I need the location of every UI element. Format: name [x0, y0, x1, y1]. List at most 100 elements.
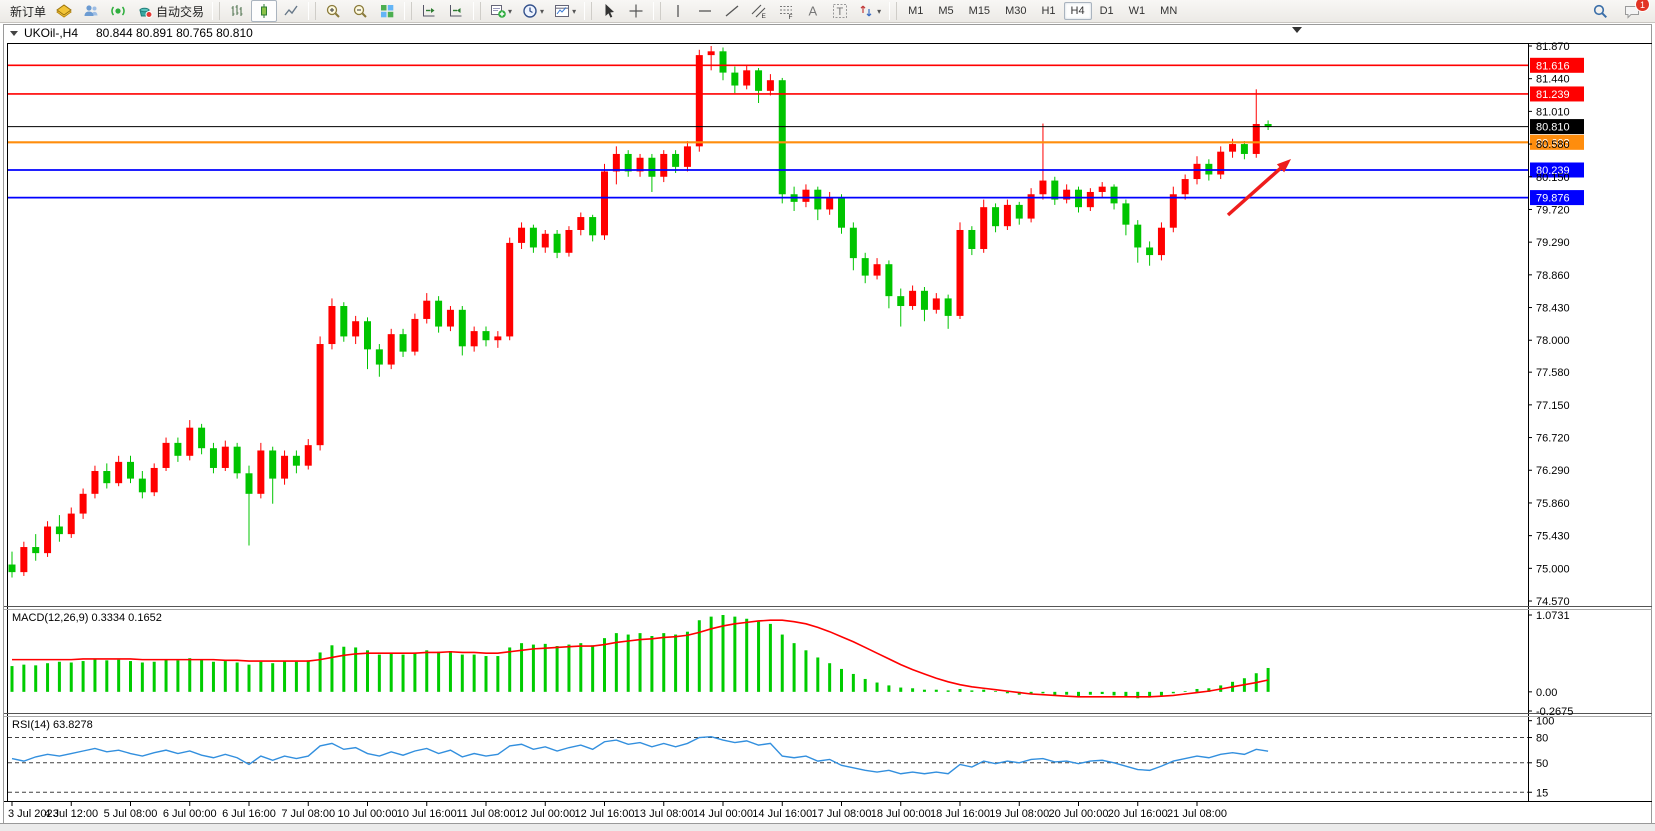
svg-text:80.150: 80.150 — [1536, 172, 1570, 184]
bar-chart-button[interactable] — [224, 0, 250, 22]
svg-text:78.000: 78.000 — [1536, 335, 1570, 347]
chart-title-symbol: UKOil-,H4 — [24, 26, 78, 40]
cursor-icon — [605, 4, 615, 18]
new-order-button[interactable]: 新订单 — [4, 0, 50, 22]
dropdown-arrow-icon: ▾ — [877, 6, 882, 16]
timeframe-W1[interactable]: W1 — [1128, 5, 1146, 17]
auto-trading-icon — [139, 7, 153, 18]
svg-text:81.239: 81.239 — [1536, 89, 1570, 101]
timeframe-H1[interactable]: H1 — [1041, 5, 1056, 17]
new-chart-button[interactable]: ▾ — [485, 0, 516, 22]
channel-tool[interactable]: E — [746, 0, 772, 22]
svg-text:74.570: 74.570 — [1536, 596, 1570, 608]
candlesticks — [8, 45, 1272, 578]
macd-signal-line — [12, 619, 1269, 698]
price-axis[interactable]: 81.870 81.440 81.010 80.580 80.150 79.720 79.2… — [1528, 41, 1570, 608]
svg-text:80.810: 80.810 — [1536, 122, 1570, 134]
svg-text:81.870: 81.870 — [1536, 41, 1570, 53]
toolbar-separator — [653, 2, 662, 20]
horizontal-line-tool[interactable] — [692, 0, 718, 22]
chart-menu-triangle-icon[interactable] — [10, 31, 18, 36]
chart-title-ohlc: 80.844 80.891 80.765 80.810 — [96, 26, 253, 40]
notifications-button[interactable]: 1 — [1619, 0, 1650, 22]
svg-text:6 Jul 00:00: 6 Jul 00:00 — [163, 808, 217, 820]
timeframe-M1[interactable]: M1 — [908, 5, 924, 17]
timeframe-H4[interactable]: H4 — [1063, 2, 1092, 20]
svg-text:7 Jul 08:00: 7 Jul 08:00 — [281, 808, 335, 820]
svg-text:T: T — [837, 6, 844, 18]
market-watch-icon — [56, 4, 72, 18]
dropdown-arrow-icon: ▾ — [572, 6, 577, 16]
tile-windows-button[interactable] — [374, 0, 400, 22]
timeframe-group: M1 M5 M15 M30 H1 H4 D1 W1 MN — [901, 2, 1184, 20]
vertical-line-tool[interactable] — [665, 0, 691, 22]
zoom-out-button[interactable] — [347, 0, 373, 22]
svg-text:75.860: 75.860 — [1536, 498, 1570, 510]
timeframe-M15[interactable]: M15 — [968, 5, 991, 17]
svg-text:14 Jul 16:00: 14 Jul 16:00 — [752, 808, 812, 820]
svg-text:15: 15 — [1536, 787, 1548, 799]
signal-button[interactable] — [105, 0, 131, 22]
fibonacci-icon: F — [780, 6, 793, 20]
svg-text:80.239: 80.239 — [1536, 165, 1570, 177]
candlestick-chart-button[interactable] — [251, 0, 278, 22]
svg-text:77.580: 77.580 — [1536, 367, 1570, 379]
periods-button[interactable]: ▾ — [517, 0, 548, 22]
trendline-icon — [725, 5, 739, 17]
dropdown-arrow-icon: ▾ — [540, 6, 545, 16]
svg-text:10 Jul 00:00: 10 Jul 00:00 — [338, 808, 398, 820]
chart-shift-button[interactable] — [416, 0, 442, 22]
timeframe-M30[interactable]: M30 — [1005, 5, 1027, 17]
chart-window[interactable]: UKOil-,H4 80.844 80.891 80.765 80.810 81… — [0, 23, 1655, 831]
text-label-icon: T — [833, 4, 848, 18]
svg-text:77.150: 77.150 — [1536, 400, 1570, 412]
svg-text:75.430: 75.430 — [1536, 531, 1570, 543]
text-label-tool[interactable]: T — [827, 0, 853, 22]
svg-text:14 Jul 00:00: 14 Jul 00:00 — [693, 808, 753, 820]
svg-text:13 Jul 08:00: 13 Jul 08:00 — [634, 808, 694, 820]
toolbar-separator — [584, 2, 593, 20]
svg-text:20 Jul 16:00: 20 Jul 16:00 — [1108, 808, 1168, 820]
svg-text:-0.2675: -0.2675 — [1536, 706, 1573, 718]
svg-text:50: 50 — [1536, 758, 1548, 770]
svg-text:6 Jul 16:00: 6 Jul 16:00 — [222, 808, 276, 820]
svg-text:76.290: 76.290 — [1536, 465, 1570, 477]
auto-trading-button[interactable]: 自动交易 — [132, 0, 208, 22]
accounts-button[interactable] — [78, 0, 104, 22]
market-watch-button[interactable] — [51, 0, 77, 22]
svg-text:75.000: 75.000 — [1536, 563, 1570, 575]
toolbar-right-group: 1 — [1587, 0, 1651, 22]
horizontal-line-objects[interactable]: 81.616 81.239 80.603 80.239 79.876 80.810 — [8, 57, 1584, 206]
accounts-icon — [84, 5, 98, 16]
timeframe-MN[interactable]: MN — [1160, 5, 1178, 17]
line-chart-button[interactable] — [278, 0, 304, 22]
search-button[interactable] — [1587, 0, 1613, 22]
timeframe-D1[interactable]: D1 — [1099, 5, 1114, 17]
cursor-button[interactable] — [596, 0, 622, 22]
svg-text:78.860: 78.860 — [1536, 270, 1570, 282]
zoom-in-button[interactable] — [320, 0, 346, 22]
timeframe-M5[interactable]: M5 — [938, 5, 954, 17]
zoom-out-icon — [353, 4, 367, 18]
crosshair-button[interactable] — [623, 0, 649, 22]
arrows-icon — [860, 5, 872, 17]
tile-windows-icon — [381, 5, 394, 18]
arrow-annotation[interactable] — [1226, 159, 1291, 217]
macd-panel: 1.0731 0.00 -0.2675 — [10, 610, 1573, 718]
chart-shift-marker-icon[interactable] — [1292, 27, 1302, 33]
svg-text:21 Jul 08:00: 21 Jul 08:00 — [1167, 808, 1227, 820]
zoom-in-icon — [326, 4, 340, 18]
auto-scroll-icon — [450, 5, 462, 17]
text-tool[interactable]: A — [800, 0, 826, 22]
templates-button[interactable]: ▾ — [549, 0, 580, 22]
fibonacci-tool[interactable]: F — [773, 0, 799, 22]
svg-text:4 Jul 12:00: 4 Jul 12:00 — [44, 808, 98, 820]
arrows-tool[interactable]: ▾ — [854, 0, 885, 22]
trendline-tool[interactable] — [719, 0, 745, 22]
svg-text:79.720: 79.720 — [1536, 204, 1570, 216]
candlestick-chart-icon — [261, 4, 268, 18]
auto-scroll-button[interactable] — [443, 0, 469, 22]
crosshair-icon — [629, 4, 643, 18]
vertical-line-icon — [677, 5, 679, 17]
